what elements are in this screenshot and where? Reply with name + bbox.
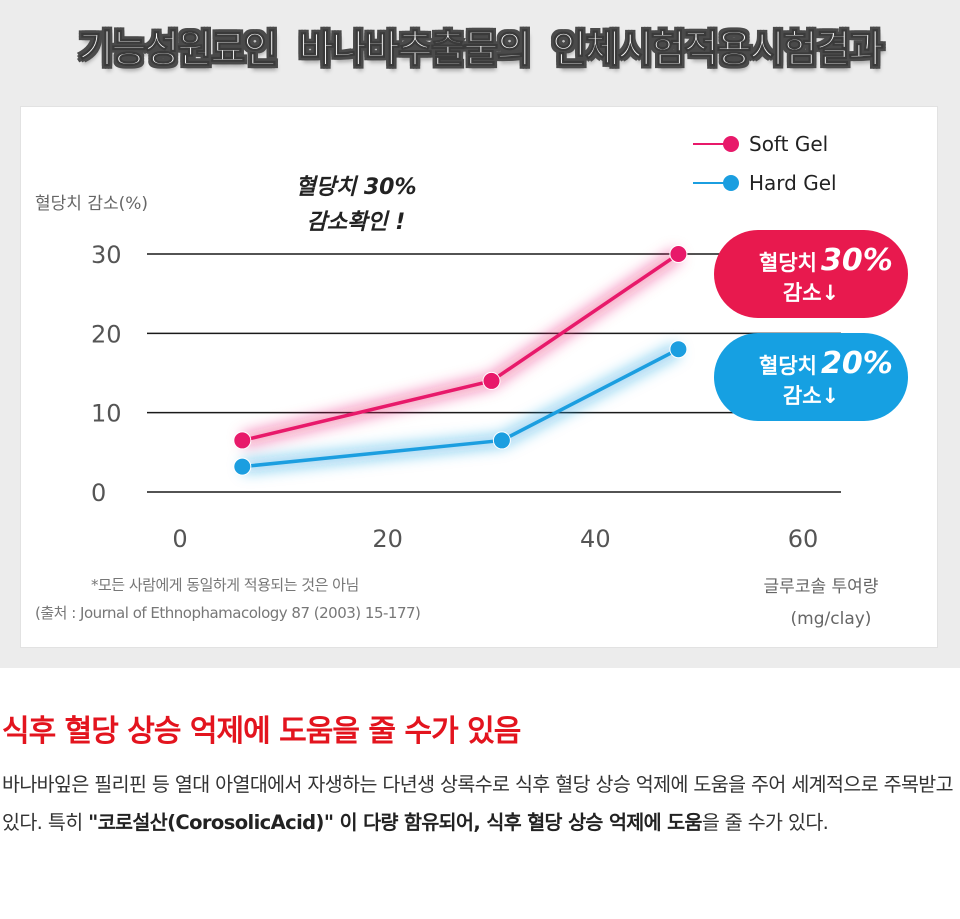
series-layer [233,245,688,476]
callout-line-1: 혈당치 30% [295,175,416,200]
badge-20-number: 20% [821,346,893,381]
x-tick-labels: 0 20 40 60 [172,525,818,553]
body-paragraph: 바나바잎은 필리핀 등 열대 아열대에서 자생하는 다년생 상록수로 식후 혈당… [2,766,960,842]
soft-gel-point-1 [233,431,252,450]
y-tick-30: 30 [91,241,122,269]
badge-30-bg [714,230,908,318]
legend-soft-gel-marker [723,136,739,152]
legend-hard-gel-label: Hard Gel [749,171,837,195]
legend-hard-gel-marker [723,175,739,191]
badge-20-bg [714,333,908,421]
body-text-part-1: 바나바잎은 필리핀 등 열대 아열대에서 자생하는 다년생 상록수로 식후 혈당… [2,773,954,834]
y-axis-label: 혈당치 감소(%) [35,194,148,214]
hard-gel-glow [241,342,682,474]
y-tick-20: 20 [91,320,122,348]
badge-20: 혈당치 20% 감소↓ [714,333,908,421]
chart-container: 혈당치 감소(%) 0 10 20 30 0 20 40 60 혈당치 30% 감소확인 !… [21,107,937,647]
soft-gel-point-2 [482,371,501,390]
infographic-panel: 기능성원료인 바나바추출물의 인체시험적용시험결과 혈당치 감소(%) 0 10 2… [0,0,960,668]
badge-20-text: 혈당치 [759,354,817,378]
soft-gel-point-3 [669,245,688,263]
y-tick-labels: 0 10 20 30 [91,241,122,507]
badge-30: 혈당치 30% 감소↓ [714,230,908,318]
x-tick-0: 0 [172,525,187,553]
x-axis-unit: (mg/clay) [791,609,872,629]
line-chart: 혈당치 감소(%) 0 10 20 30 0 20 40 60 혈당치 30% 감소확인 !… [35,132,908,629]
hard-gel-point-1 [233,457,252,476]
body-text-part-3: 을 줄 수가 있다. [701,811,829,834]
badge-30-sub: 감소↓ [783,281,839,305]
x-axis-label: 글루코솔 투여량 [764,577,879,597]
headline: 기능성원료인 바나바추출물의 인체시험적용시험결과 [78,27,884,72]
badge-30-text: 혈당치 [759,251,817,275]
x-tick-60: 60 [788,525,819,553]
body-text-highlight: "코로설산(CorosolicAcid)" 이 다량 함유되어, 식후 혈당 상… [88,811,702,834]
x-tick-20: 20 [372,525,403,553]
source-citation: (출처 : Journal of Ethnophamacology 87 (20… [35,604,420,622]
legend-soft-gel-label: Soft Gel [749,132,828,156]
x-tick-40: 40 [580,525,611,553]
callout-line-2: 감소확인 ! [307,210,406,235]
y-tick-10: 10 [91,400,122,428]
hard-gel-point-3 [669,340,688,359]
legend: Soft Gel Hard Gel [693,132,837,195]
footnote: *모든 사람에게 동일하게 적용되는 것은 아님 [91,576,359,594]
y-tick-0: 0 [91,479,106,507]
section-title: 식후 혈당 상승 억제에 도움을 줄 수가 있음 [2,714,521,749]
badge-30-number: 30% [821,243,893,278]
hard-gel-point-2 [492,431,511,450]
badge-20-sub: 감소↓ [783,384,839,408]
